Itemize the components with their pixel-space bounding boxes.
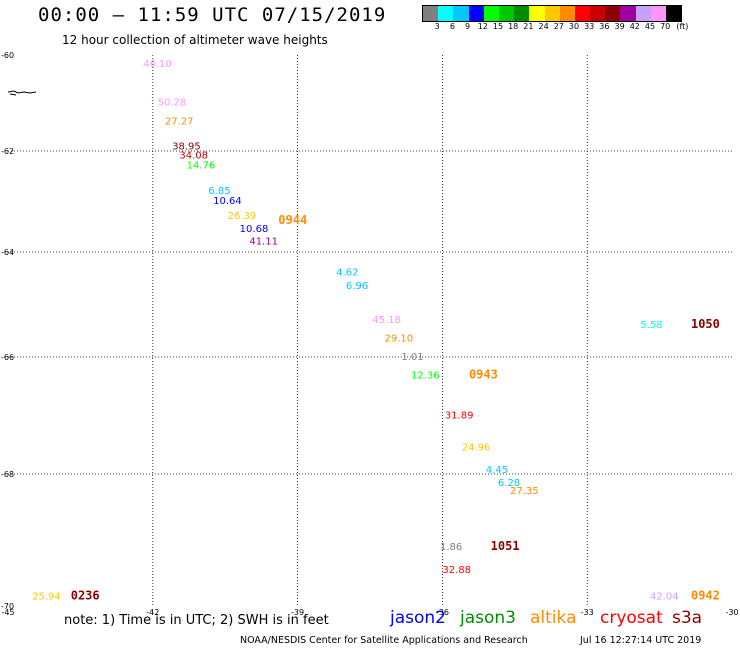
- pass-time-label: 0943: [469, 368, 498, 382]
- satellite-legend-s3a: s3a: [672, 608, 703, 628]
- satellite-legend-altika: altika: [530, 608, 577, 628]
- swh-data-label: 1.86: [440, 542, 462, 553]
- swh-data-label: 1.01: [401, 352, 423, 363]
- swh-data-label: 12.36: [411, 371, 440, 382]
- scale-swatch: [559, 6, 575, 21]
- swh-data-label: 31.89: [445, 410, 474, 421]
- swh-data-label: 27.27: [165, 117, 194, 128]
- swh-data-label: 6.96: [346, 281, 368, 292]
- swh-data-label: 46.10: [143, 59, 172, 70]
- latitude-tick-label: -68: [1, 470, 14, 479]
- scale-swatch: [514, 6, 530, 21]
- scale-tick-label: (ft): [676, 22, 689, 31]
- pass-time-label: 1051: [491, 539, 520, 553]
- scale-tick-label: 15: [492, 22, 504, 31]
- latitude-tick-label: -66: [1, 353, 14, 362]
- scale-swatch: [590, 6, 606, 21]
- longitude-tick-label: -45: [1, 608, 14, 617]
- swh-data-label: 10.68: [240, 224, 269, 235]
- latitude-tick-label: -70: [1, 602, 14, 611]
- satellite-legend-cryosat: cryosat: [600, 608, 663, 628]
- pass-time-label: 0236: [71, 588, 100, 602]
- swh-data-label: 10.64: [213, 196, 242, 207]
- scale-swatch: [438, 6, 454, 21]
- swh-data-label: 27.35: [510, 486, 539, 497]
- longitude-tick-label: -36: [436, 608, 449, 617]
- map-frame: [8, 55, 732, 606]
- credit-line: NOAA/NESDIS Center for Satellite Applica…: [240, 635, 701, 646]
- swh-data-label: 32.88: [442, 565, 471, 576]
- scale-swatch: [423, 6, 439, 21]
- swh-data-label: 38.95: [172, 142, 201, 153]
- swh-data-label: 41.11: [249, 236, 278, 247]
- color-scale-bar: [422, 5, 683, 22]
- swh-data-label: 45.18: [372, 315, 401, 326]
- swh-data-label: 29.10: [384, 333, 413, 344]
- scale-tick-label: 36: [599, 22, 610, 31]
- scale-tick-label: 18: [508, 22, 519, 31]
- swh-data-label: 50.28: [158, 97, 187, 108]
- scale-swatch: [529, 6, 545, 21]
- longitude-tick-label: -39: [291, 608, 304, 617]
- scale-swatch: [468, 6, 484, 21]
- pass-time-label: 0942: [691, 588, 720, 602]
- scale-swatch: [635, 6, 651, 21]
- units-note: note: 1) Time is in UTC; 2) SWH is in fe…: [64, 613, 329, 628]
- scale-tick-label: 9: [465, 22, 471, 31]
- scale-tick-label: 30: [568, 22, 580, 31]
- longitude-tick-label: -30: [725, 608, 738, 617]
- scale-tick-label: 24: [538, 22, 549, 31]
- scale-swatch: [483, 6, 499, 21]
- longitude-tick-label: -42: [146, 608, 159, 617]
- scale-swatch: [574, 6, 591, 21]
- latitude-tick-label: -62: [1, 147, 14, 156]
- satellite-legend-jason2: jason2: [390, 608, 446, 628]
- scale-tick-label: 45: [644, 22, 656, 31]
- scale-tick-label: 33: [584, 22, 595, 31]
- scale-swatch: [544, 6, 560, 21]
- swh-data-label: 25.94: [32, 591, 61, 602]
- swh-data-label: 4.62: [336, 268, 358, 279]
- swh-data-label: 14.76: [187, 161, 216, 172]
- swh-data-label: 26.39: [228, 211, 257, 222]
- scale-swatch: [498, 6, 515, 21]
- swh-data-label: 24.96: [462, 443, 491, 454]
- coastline-fragment: [7, 90, 37, 96]
- latitude-tick-label: -60: [1, 51, 14, 60]
- latitude-tick-label: -64: [1, 248, 14, 257]
- swh-data-label: 4.45: [486, 465, 508, 476]
- scale-tick-label: 70: [660, 22, 671, 31]
- scale-swatch: [666, 6, 682, 21]
- scale-tick-label: 42: [629, 22, 640, 31]
- scale-tick-label: 12: [477, 22, 488, 31]
- longitude-tick-label: -33: [581, 608, 594, 617]
- map-subtitle: 12 hour collection of altimeter wave hei…: [62, 33, 328, 47]
- swh-data-label: 6.28: [498, 478, 520, 489]
- swh-data-label: 34.08: [179, 151, 208, 162]
- scale-swatch: [620, 6, 636, 21]
- scale-swatch: [650, 6, 666, 21]
- map-title: 00:00 — 11:59 UTC 07/15/2019: [38, 4, 387, 26]
- swh-data-label: 6.85: [208, 186, 230, 197]
- pass-time-label: 1050: [691, 317, 720, 331]
- swh-data-label: 5.58: [640, 320, 662, 331]
- swh-data-label: 42.04: [650, 591, 679, 602]
- scale-tick-label: 3: [434, 22, 440, 31]
- credit-text: NOAA/NESDIS Center for Satellite Applica…: [240, 635, 528, 646]
- scale-tick-label: 39: [614, 22, 625, 31]
- scale-swatch: [453, 6, 469, 21]
- pass-time-label: 0944: [278, 213, 307, 227]
- color-scale-labels: 3 6 9 12 15 18 21 24 27 30 33 36 39 42 45 70 (ft): [422, 22, 740, 34]
- satellite-legend-jason3: jason3: [460, 608, 516, 628]
- scale-tick-label: 27: [553, 22, 564, 31]
- generated-timestamp: Jul 16 12:27:14 UTC 2019: [580, 635, 702, 646]
- scale-swatch: [605, 6, 621, 21]
- scale-tick-label: 6: [449, 22, 455, 31]
- scale-tick-label: 21: [523, 22, 534, 31]
